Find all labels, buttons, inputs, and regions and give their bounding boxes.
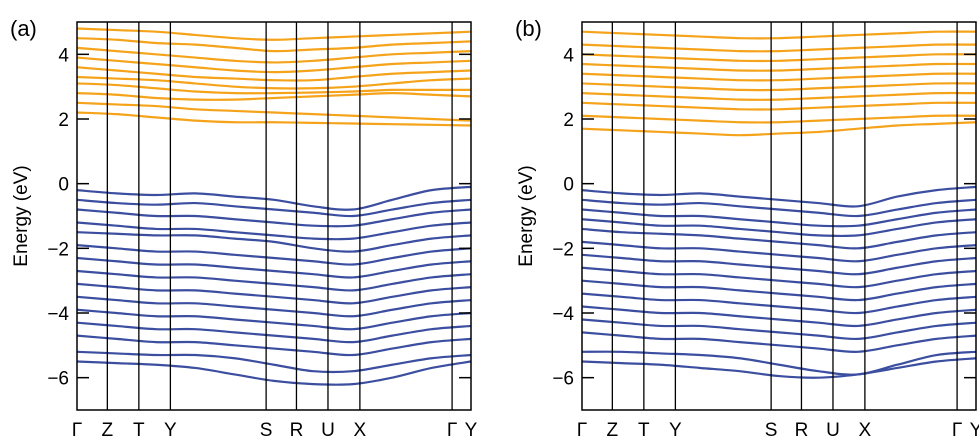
kpoint-label: Y: [970, 420, 979, 441]
valence-band-5: [582, 240, 976, 263]
kpoint-label: U: [321, 420, 335, 441]
valence-band-5: [77, 244, 471, 266]
conduction-band-3: [77, 82, 471, 95]
kpoint-label: Γ: [577, 420, 587, 441]
conduction-band-1: [77, 101, 471, 122]
kpoint-label: S: [765, 420, 778, 441]
conduction-band-2: [77, 92, 471, 101]
ytick-label: 0: [58, 175, 69, 196]
kpoint-label: X: [354, 420, 367, 441]
conduction-band-5: [582, 72, 976, 82]
valence-band-8: [582, 279, 976, 302]
valence-band-7: [77, 269, 471, 292]
kpoint-label: R: [290, 420, 304, 441]
conduction-band-8: [582, 43, 976, 53]
valence-band-10: [582, 305, 976, 328]
bands: [77, 27, 471, 386]
valence-band-8: [77, 282, 471, 305]
ytick-label: −6: [47, 369, 69, 390]
conduction-band-1: [582, 114, 976, 124]
valence-band-6: [582, 253, 976, 276]
valence-band-1: [77, 198, 471, 218]
conduction-band-9: [582, 30, 976, 40]
conduction-band-5: [77, 66, 471, 82]
valence-band-13: [582, 350, 976, 376]
valence-band-0: [582, 185, 976, 208]
valence-band-9: [77, 295, 471, 318]
valence-band-1: [582, 198, 976, 218]
ytick-label: 2: [58, 110, 69, 131]
kpoint-label: X: [859, 420, 872, 441]
ytick-label: −2: [552, 239, 574, 260]
conduction-band-0: [582, 121, 976, 137]
conduction-band-8: [77, 37, 471, 53]
ytick-label: −4: [552, 304, 574, 325]
conduction-band-6: [582, 62, 976, 72]
ytick-label: 4: [563, 45, 574, 66]
bands: [582, 30, 976, 379]
ytick-label: 0: [563, 175, 574, 196]
conduction-band-9: [77, 27, 471, 41]
panel-label: (a): [10, 16, 37, 41]
kpoint-label: Γ: [72, 420, 82, 441]
valence-band-0: [77, 185, 471, 211]
valence-band-7: [582, 266, 976, 289]
conduction-band-4: [77, 75, 471, 90]
valence-band-3: [77, 221, 471, 241]
valence-band-12: [582, 331, 976, 353]
ylabel: Energy (eV): [516, 165, 537, 266]
valence-band-9: [582, 292, 976, 315]
valence-band-14: [77, 360, 471, 386]
kpoint-label: Z: [102, 420, 114, 441]
valence-band-11: [582, 318, 976, 341]
ytick-label: 4: [58, 45, 69, 66]
valence-band-6: [77, 256, 471, 279]
kpoint-label: R: [795, 420, 809, 441]
ylabel: Energy (eV): [11, 165, 32, 266]
valence-band-13: [77, 350, 471, 374]
valence-band-10: [77, 308, 471, 331]
valence-band-14: [582, 357, 976, 379]
kpoint-label: Γ: [952, 420, 962, 441]
kpoint-label: U: [826, 420, 840, 441]
plot-frame: [76, 21, 472, 411]
valence-band-2: [77, 208, 471, 228]
kpoint-label: S: [260, 420, 273, 441]
ytick-label: −6: [552, 369, 574, 390]
conduction-band-0: [77, 111, 471, 127]
conduction-band-3: [582, 91, 976, 101]
ytick-label: −4: [47, 304, 69, 325]
ytick-label: 2: [563, 110, 574, 131]
valence-band-2: [582, 208, 976, 228]
conduction-band-6: [77, 56, 471, 74]
ytick-label: −2: [47, 239, 69, 260]
valence-band-3: [582, 218, 976, 238]
valence-band-11: [77, 321, 471, 344]
kpoint-label: Γ: [447, 420, 457, 441]
kpoint-label: Y: [164, 420, 177, 441]
panel-label: (b): [515, 16, 542, 41]
kpoint-label: T: [638, 420, 650, 441]
kpoint-label: Z: [607, 420, 619, 441]
conduction-band-7: [77, 46, 471, 64]
kpoint-label: Y: [465, 420, 478, 441]
conduction-band-7: [582, 53, 976, 63]
kpoint-label: T: [133, 420, 145, 441]
conduction-band-4: [582, 82, 976, 92]
conduction-band-2: [582, 101, 976, 111]
plot-frame: [581, 21, 977, 411]
valence-band-12: [77, 334, 471, 357]
valence-band-4: [77, 231, 471, 253]
kpoint-label: Y: [669, 420, 682, 441]
valence-band-4: [582, 227, 976, 250]
